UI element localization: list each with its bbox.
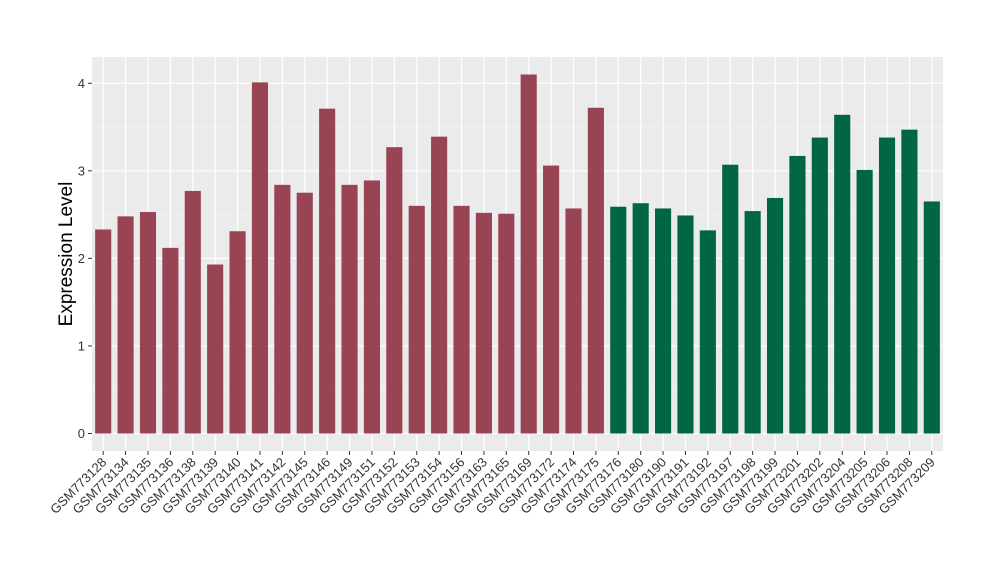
bar-GSM773169 — [520, 74, 537, 434]
bar-GSM773174 — [565, 208, 582, 434]
bar-GSM773202 — [811, 137, 828, 434]
bar-GSM773199 — [766, 197, 784, 434]
bar-GSM773209 — [923, 201, 940, 434]
bar-GSM773205 — [856, 169, 873, 434]
bar-GSM773197 — [722, 164, 739, 434]
bar-GSM773145 — [296, 192, 313, 434]
bar-GSM773151 — [363, 180, 380, 434]
bar-GSM773140 — [229, 231, 246, 434]
bar-GSM773156 — [453, 205, 470, 434]
bar-GSM773198 — [744, 211, 761, 434]
bar-GSM773135 — [139, 211, 157, 434]
bar-GSM773208 — [901, 129, 918, 434]
bar-GSM773206 — [878, 137, 896, 434]
bar-GSM773153 — [408, 205, 425, 434]
y-tick-label: 4 — [78, 76, 85, 91]
bar-GSM773165 — [498, 213, 515, 434]
bar-GSM773201 — [789, 155, 806, 434]
bar-GSM773180 — [632, 203, 649, 434]
y-axis: 0 1 2 3 4 — [78, 76, 92, 441]
bar-GSM773152 — [386, 147, 403, 434]
bar-GSM773146 — [319, 108, 336, 434]
y-tick-label: 1 — [78, 338, 85, 353]
y-tick-label: 2 — [78, 251, 85, 266]
x-axis: GSM773128GSM773134GSM773135GSM773136GSM7… — [47, 451, 938, 517]
bars — [95, 74, 940, 434]
bar-GSM773141 — [251, 82, 269, 434]
y-tick-label: 0 — [78, 426, 85, 441]
y-axis-title: Expression Level — [56, 182, 77, 327]
bar-GSM773134 — [117, 216, 134, 434]
bar-GSM773172 — [543, 165, 560, 434]
bar-GSM773149 — [341, 184, 358, 434]
bar-GSM773139 — [207, 264, 224, 434]
bar-GSM773142 — [274, 184, 291, 434]
bar-GSM773192 — [699, 230, 716, 434]
bar-GSM773136 — [162, 247, 179, 434]
bar-GSM773154 — [431, 136, 448, 434]
bar-GSM773191 — [677, 215, 694, 434]
bar-GSM773176 — [610, 206, 627, 434]
bar-GSM773138 — [184, 190, 201, 434]
bar-GSM773175 — [587, 107, 604, 434]
bar-GSM773163 — [475, 212, 492, 434]
bar-GSM773204 — [834, 114, 851, 434]
bar-GSM773190 — [655, 208, 672, 434]
bar-GSM773128 — [95, 229, 112, 434]
y-tick-label: 3 — [78, 163, 85, 178]
